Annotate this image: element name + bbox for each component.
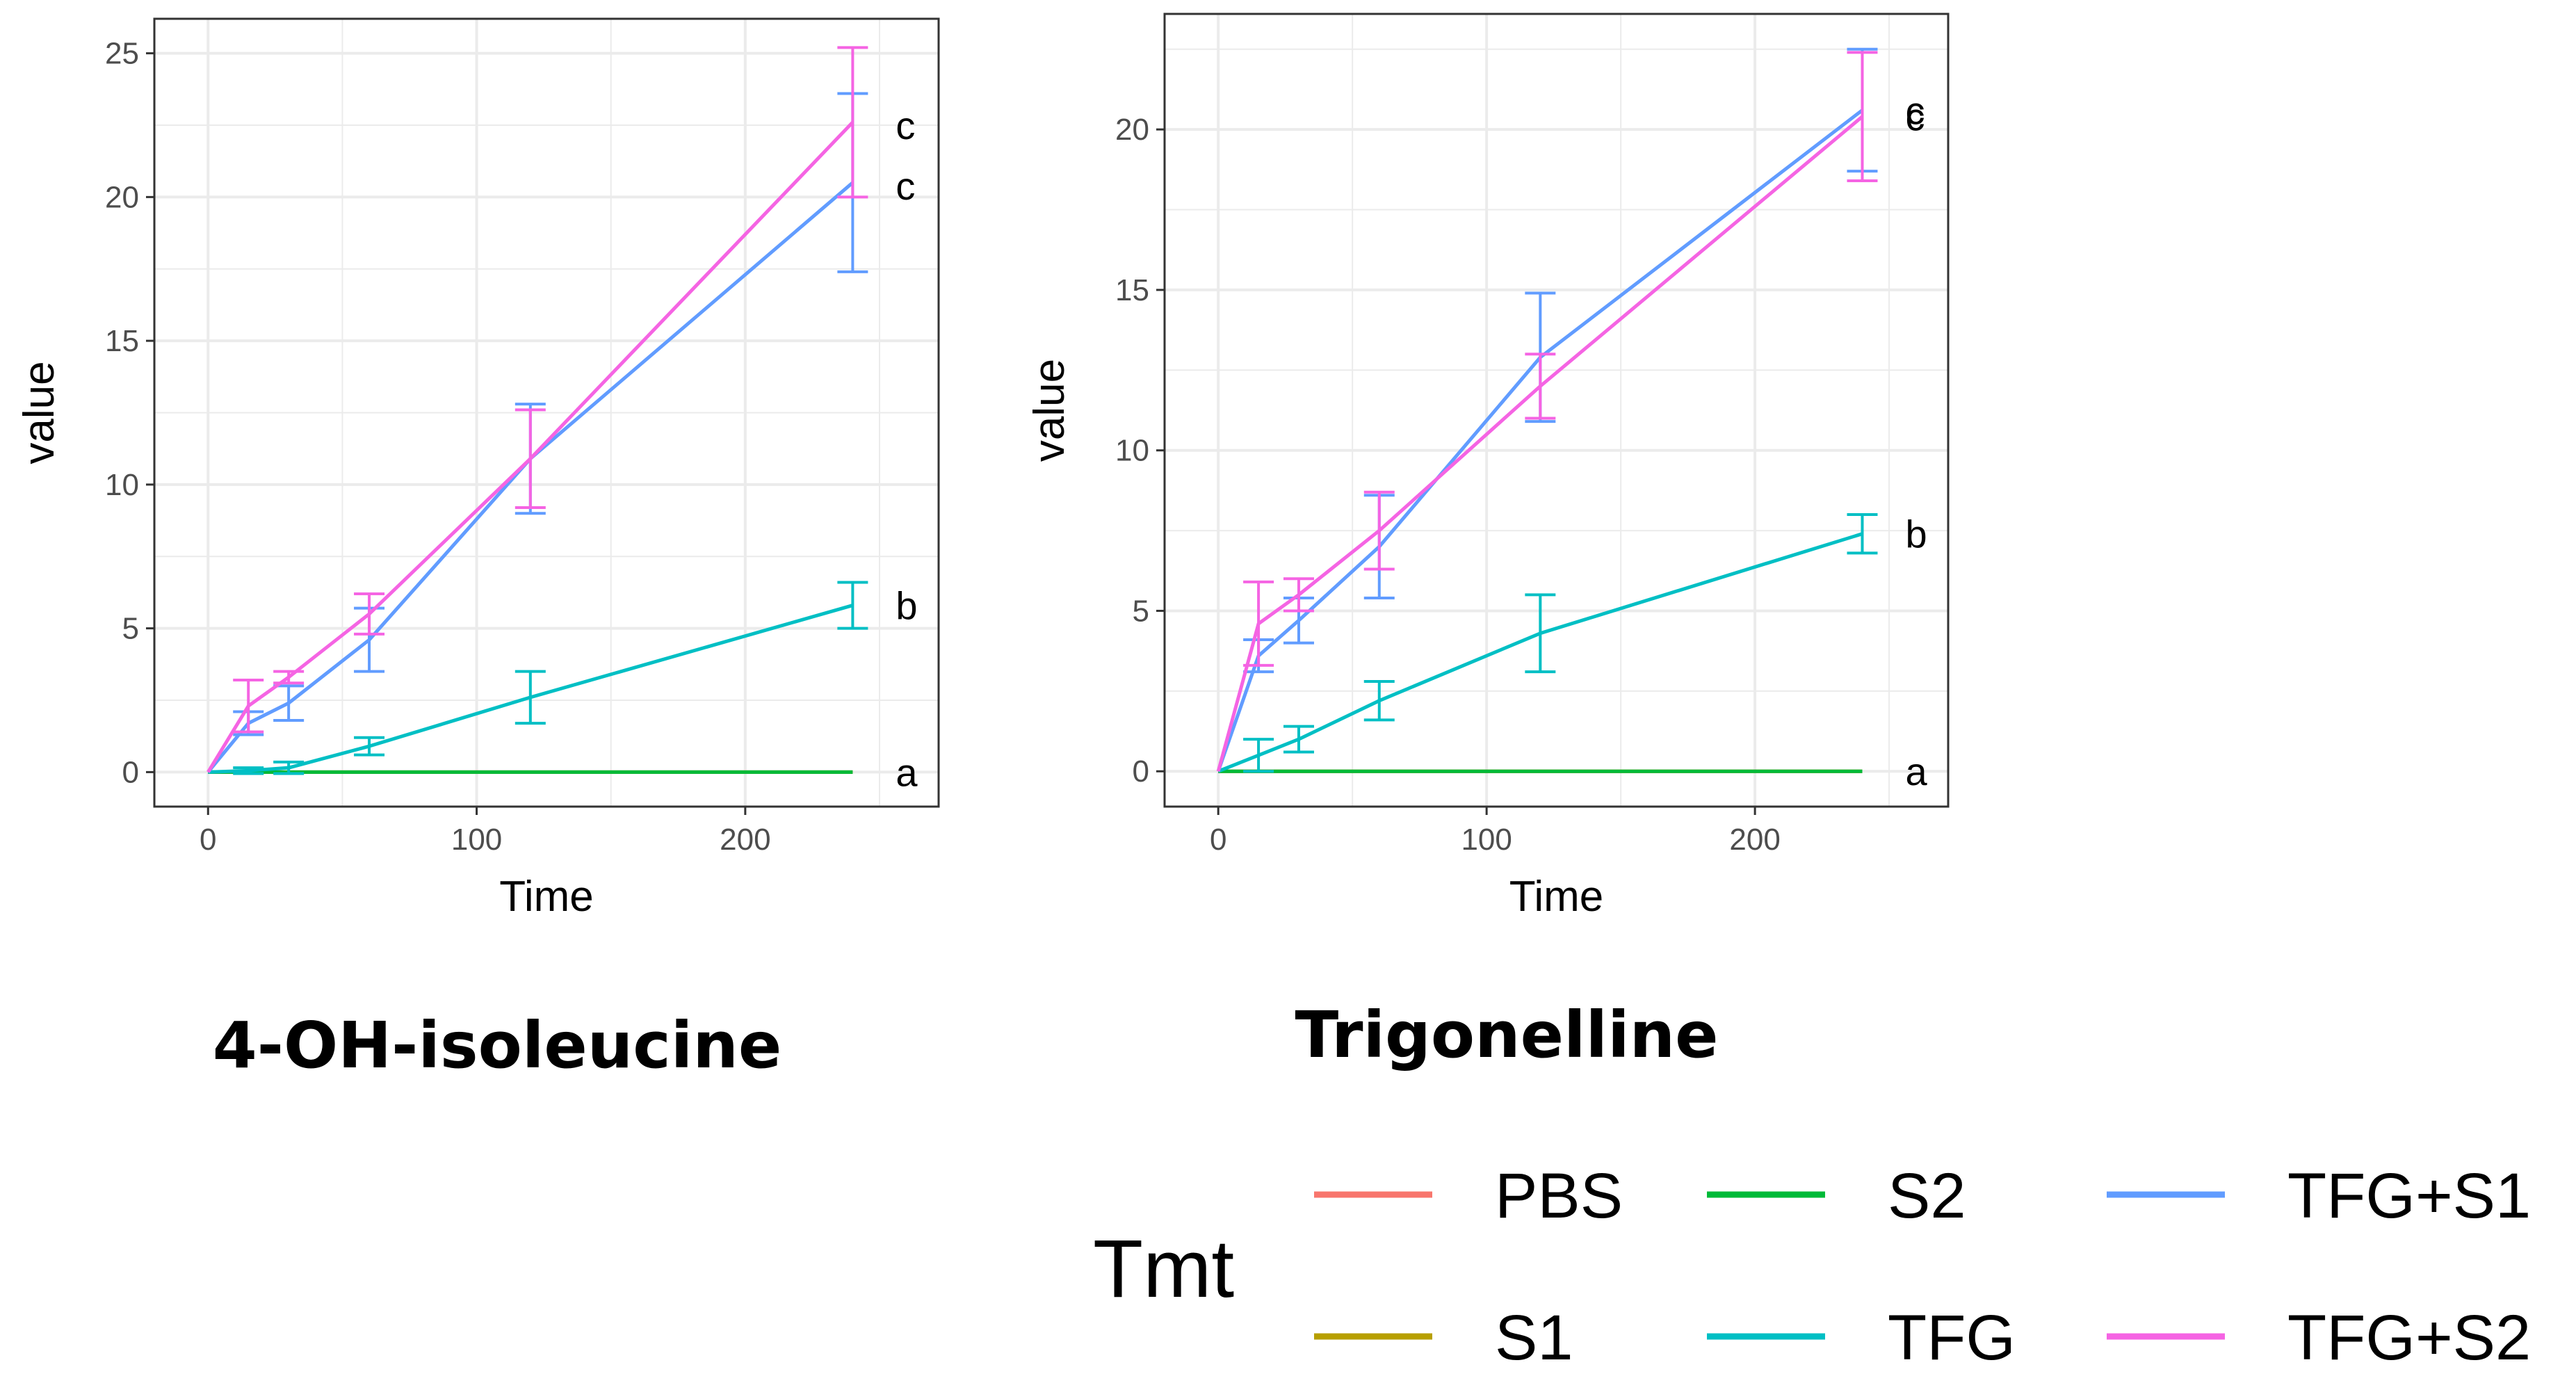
legend-label: TFG+S2 — [2287, 1302, 2531, 1373]
error-bar — [233, 766, 264, 775]
error-bar — [1525, 593, 1556, 674]
legend-label: TFG+S1 — [2287, 1161, 2531, 1231]
legend-item-tfg-s1: TFG+S1 — [2107, 1161, 2531, 1231]
error-bar — [515, 408, 546, 509]
y-axis-title: value — [1026, 359, 1074, 462]
panel-4-oh-isoleucine: 0 100 200 0 5 10 15 20 25 Time value cc b a 4-OH-isole… — [15, 17, 940, 1083]
x-tick-label: 100 — [1461, 823, 1512, 857]
error-bar — [273, 670, 305, 685]
series-line-tfg-s2 — [206, 121, 854, 773]
error-bar — [354, 736, 385, 757]
series-tfg-s2 — [1216, 51, 1878, 772]
y-tick-label: 25 — [105, 37, 139, 71]
series-tfg-s2 — [206, 46, 868, 773]
error-bar — [354, 592, 385, 636]
series-line-tfg — [1217, 532, 1863, 773]
panel-border — [1163, 13, 1950, 808]
series-tfg — [1217, 513, 1878, 773]
error-bar — [1847, 513, 1878, 555]
x-axis-title: Time — [1509, 873, 1603, 921]
y-tick-label: 5 — [1133, 594, 1149, 628]
significance-label: a — [1905, 750, 1927, 793]
error-bar — [1363, 490, 1395, 571]
panel-trigonelline: 0 100 200 0 5 10 15 20 Time value cc b a Trigonelline — [1026, 13, 1950, 1072]
panel-border — [153, 17, 940, 808]
legend-label: S1 — [1495, 1302, 1573, 1373]
y-tick-label: 0 — [1133, 754, 1149, 789]
y-tick-label: 20 — [1115, 113, 1149, 147]
significance-label: b — [1905, 512, 1927, 556]
y-tick-label: 10 — [1115, 434, 1149, 468]
error-bar — [1847, 51, 1878, 182]
legend: Tmt PBS S1 S2 TFG TFG+S1 TFG+S2 — [1093, 1161, 2531, 1373]
error-bar — [837, 581, 868, 630]
series-line-tfg — [208, 604, 854, 774]
legend-label: S2 — [1888, 1161, 1966, 1231]
y-tick-label: 15 — [105, 324, 139, 358]
significance-label: c — [896, 164, 915, 208]
significance-label: c — [1905, 88, 1925, 132]
error-bar — [1283, 577, 1314, 613]
panel-caption: 4-OH-isoleucine — [213, 1008, 781, 1083]
error-bar — [233, 679, 264, 734]
y-tick-label: 0 — [122, 755, 139, 789]
series-tfg — [208, 581, 868, 775]
x-tick-label: 100 — [451, 823, 502, 857]
error-bar — [1525, 353, 1556, 420]
x-tick-label: 0 — [1210, 823, 1226, 857]
legend-label: TFG — [1888, 1302, 2016, 1373]
significance-label: a — [896, 750, 918, 794]
error-bar — [515, 670, 546, 725]
y-tick-label: 20 — [105, 180, 139, 214]
legend-title: Tmt — [1093, 1223, 1234, 1315]
error-bar — [1243, 580, 1274, 667]
error-bar — [837, 46, 868, 199]
y-tick-label: 10 — [105, 468, 139, 502]
x-tick-label: 200 — [720, 823, 770, 857]
x-tick-label: 200 — [1729, 823, 1780, 857]
significance-label: b — [896, 584, 917, 628]
legend-item-s1: S1 — [1314, 1302, 1573, 1373]
panel-caption: Trigonelline — [1295, 998, 1718, 1072]
error-bar — [273, 760, 305, 775]
legend-label: PBS — [1495, 1161, 1623, 1231]
error-bar — [1283, 725, 1314, 754]
legend-item-pbs: PBS — [1314, 1161, 1623, 1231]
legend-item-tfg-s2: TFG+S2 — [2107, 1302, 2531, 1373]
series-line-tfg-s1 — [1216, 108, 1864, 773]
legend-item-s2: S2 — [1707, 1161, 1966, 1231]
legend-item-tfg: TFG — [1707, 1302, 2016, 1373]
significance-label: c — [1905, 95, 1925, 139]
x-axis-title: Time — [499, 873, 593, 921]
y-axis-title: value — [15, 361, 63, 464]
y-tick-label: 15 — [1115, 273, 1149, 307]
y-tick-label: 5 — [122, 612, 139, 646]
series-line-tfg-s2 — [1216, 115, 1864, 772]
x-tick-label: 0 — [200, 823, 216, 857]
error-bar — [1243, 738, 1274, 773]
error-bar — [1363, 680, 1395, 722]
significance-label: c — [896, 104, 915, 147]
